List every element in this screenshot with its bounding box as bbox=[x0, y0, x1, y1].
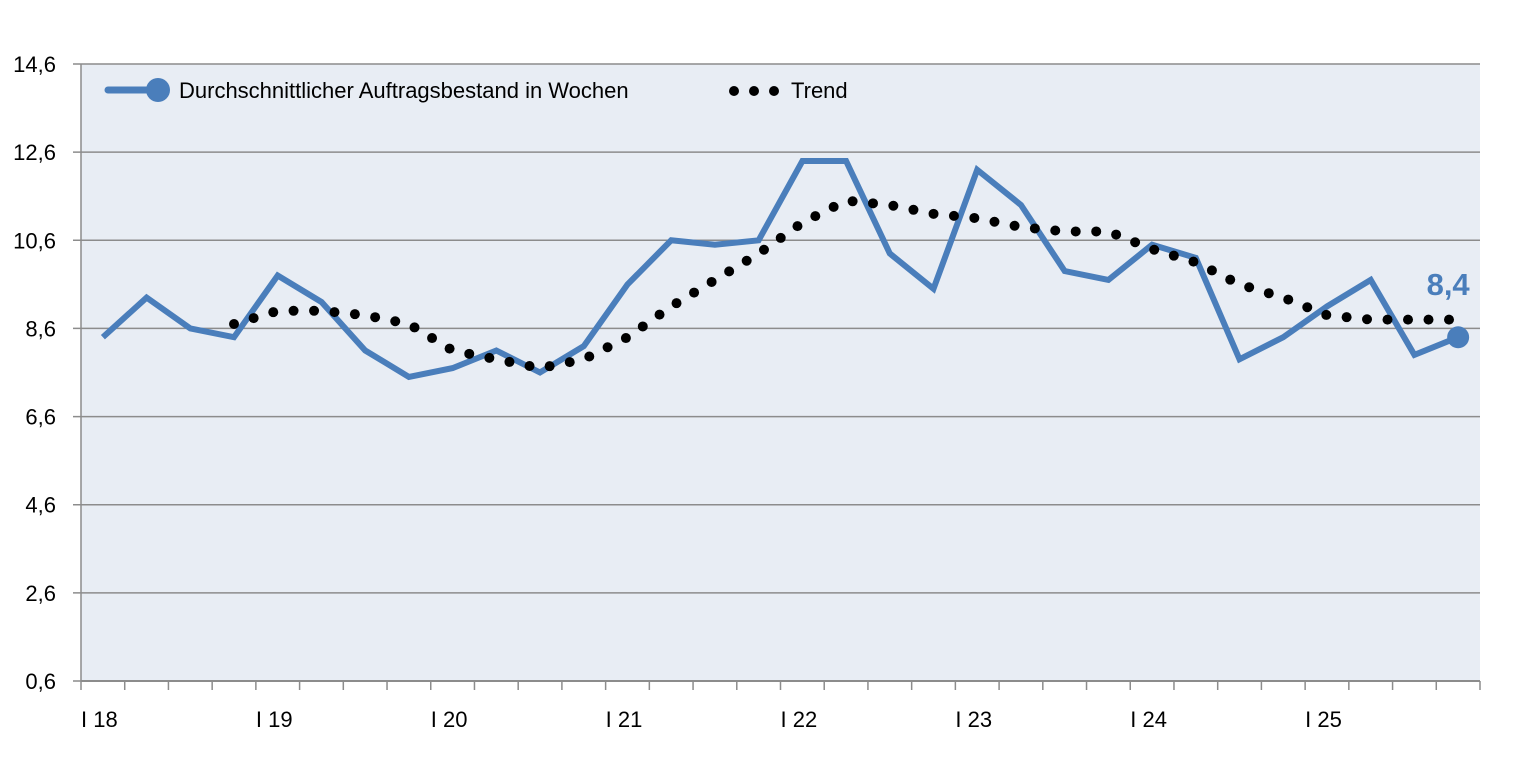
y-tick-label: 0,6 bbox=[25, 669, 56, 694]
y-tick-label: 10,6 bbox=[13, 228, 56, 253]
x-tick-label: I 25 bbox=[1305, 707, 1342, 732]
y-tick-label: 8,6 bbox=[25, 316, 56, 341]
series-line-auftragsbestand bbox=[100, 158, 1460, 381]
x-tick-label: I 24 bbox=[1130, 707, 1167, 732]
x-tick-label: I 22 bbox=[781, 707, 818, 732]
legend: Durchschnittlicher Auftragsbestand in Wo… bbox=[104, 78, 848, 103]
y-tick-label: 12,6 bbox=[13, 140, 56, 165]
y-axis: 14,6 12,6 10,6 8,6 6,6 4,6 2,6 0,6 bbox=[13, 52, 82, 694]
y-tick-label: 2,6 bbox=[25, 581, 56, 606]
x-tick-label: I 20 bbox=[431, 707, 468, 732]
last-point-marker bbox=[1447, 326, 1470, 349]
y-tick-label: 6,6 bbox=[25, 405, 56, 430]
y-tick-label: 4,6 bbox=[25, 493, 56, 518]
x-tick-label: I 21 bbox=[606, 707, 643, 732]
legend-series-marker-icon bbox=[146, 78, 170, 102]
x-tick-label: I 18 bbox=[81, 707, 118, 732]
x-tick-label: I 23 bbox=[955, 707, 992, 732]
trend-line-dotted bbox=[229, 196, 1455, 372]
legend-trend-dots-icon bbox=[729, 86, 779, 96]
y-tick-label: 14,6 bbox=[13, 52, 56, 77]
last-value-label: 8,4 bbox=[1427, 267, 1471, 302]
legend-series-label: Durchschnittlicher Auftragsbestand in Wo… bbox=[179, 78, 629, 103]
x-axis: I 18 I 19 I 20 I 21 I 22 I 23 I 24 I 25 bbox=[80, 680, 1481, 732]
x-tick-label: I 19 bbox=[256, 707, 293, 732]
legend-trend-label: Trend bbox=[791, 78, 848, 103]
plot-area bbox=[81, 64, 1480, 681]
